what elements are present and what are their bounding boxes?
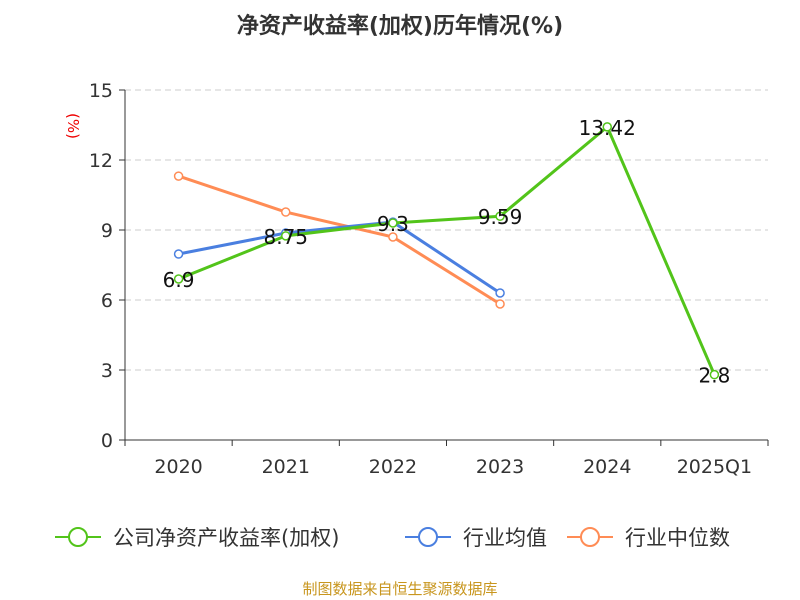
- y-tick-label: 12: [89, 150, 113, 172]
- data-label: 8.75: [263, 225, 308, 249]
- x-tick-label: 2022: [369, 456, 417, 478]
- y-tick-label: 9: [101, 220, 113, 242]
- x-tick-label: 2024: [583, 456, 631, 478]
- data-point: [495, 211, 505, 221]
- data-label: 9.59: [478, 205, 523, 229]
- y-tick-label: 3: [101, 360, 113, 382]
- data-label: 9.3: [377, 212, 409, 236]
- y-axis-label: (%): [64, 113, 82, 139]
- series-line-2: [178, 174, 501, 306]
- y-tick-label: 6: [101, 290, 113, 312]
- x-tick-label: 2025Q1: [677, 456, 752, 478]
- data-point: [388, 218, 398, 228]
- chart-title: 净资产收益率(加权)历年情况(%): [236, 14, 564, 39]
- data-label: 13.42: [579, 116, 636, 140]
- data-point: [709, 369, 720, 380]
- data-point: [495, 288, 505, 298]
- data-label: 2.8: [699, 364, 731, 388]
- series-line-1: [178, 220, 501, 295]
- series-line-0: [178, 124, 716, 376]
- data-point: [495, 299, 505, 309]
- y-tick-label: 0: [101, 430, 113, 452]
- legend-label: 行业均值: [463, 526, 547, 550]
- data-point: [173, 274, 184, 284]
- data-point: [173, 171, 184, 181]
- legend-marker: [68, 527, 88, 547]
- legend-marker: [580, 527, 600, 547]
- data-point: [173, 249, 184, 259]
- legend-label: 行业中位数: [625, 526, 730, 550]
- data-point: [388, 232, 398, 242]
- data-point: [602, 122, 612, 132]
- source-note: 制图数据来自恒生聚源数据库: [302, 580, 498, 598]
- x-tick-label: 2020: [154, 456, 202, 478]
- legend-label: 公司净资产收益率(加权): [113, 526, 339, 550]
- x-tick-label: 2023: [476, 456, 524, 478]
- y-tick-label: 15: [89, 80, 113, 102]
- data-point: [281, 231, 291, 241]
- x-tick-label: 2021: [262, 456, 310, 478]
- data-point: [281, 207, 291, 217]
- legend-marker: [418, 527, 438, 547]
- data-label: 6.9: [163, 268, 195, 292]
